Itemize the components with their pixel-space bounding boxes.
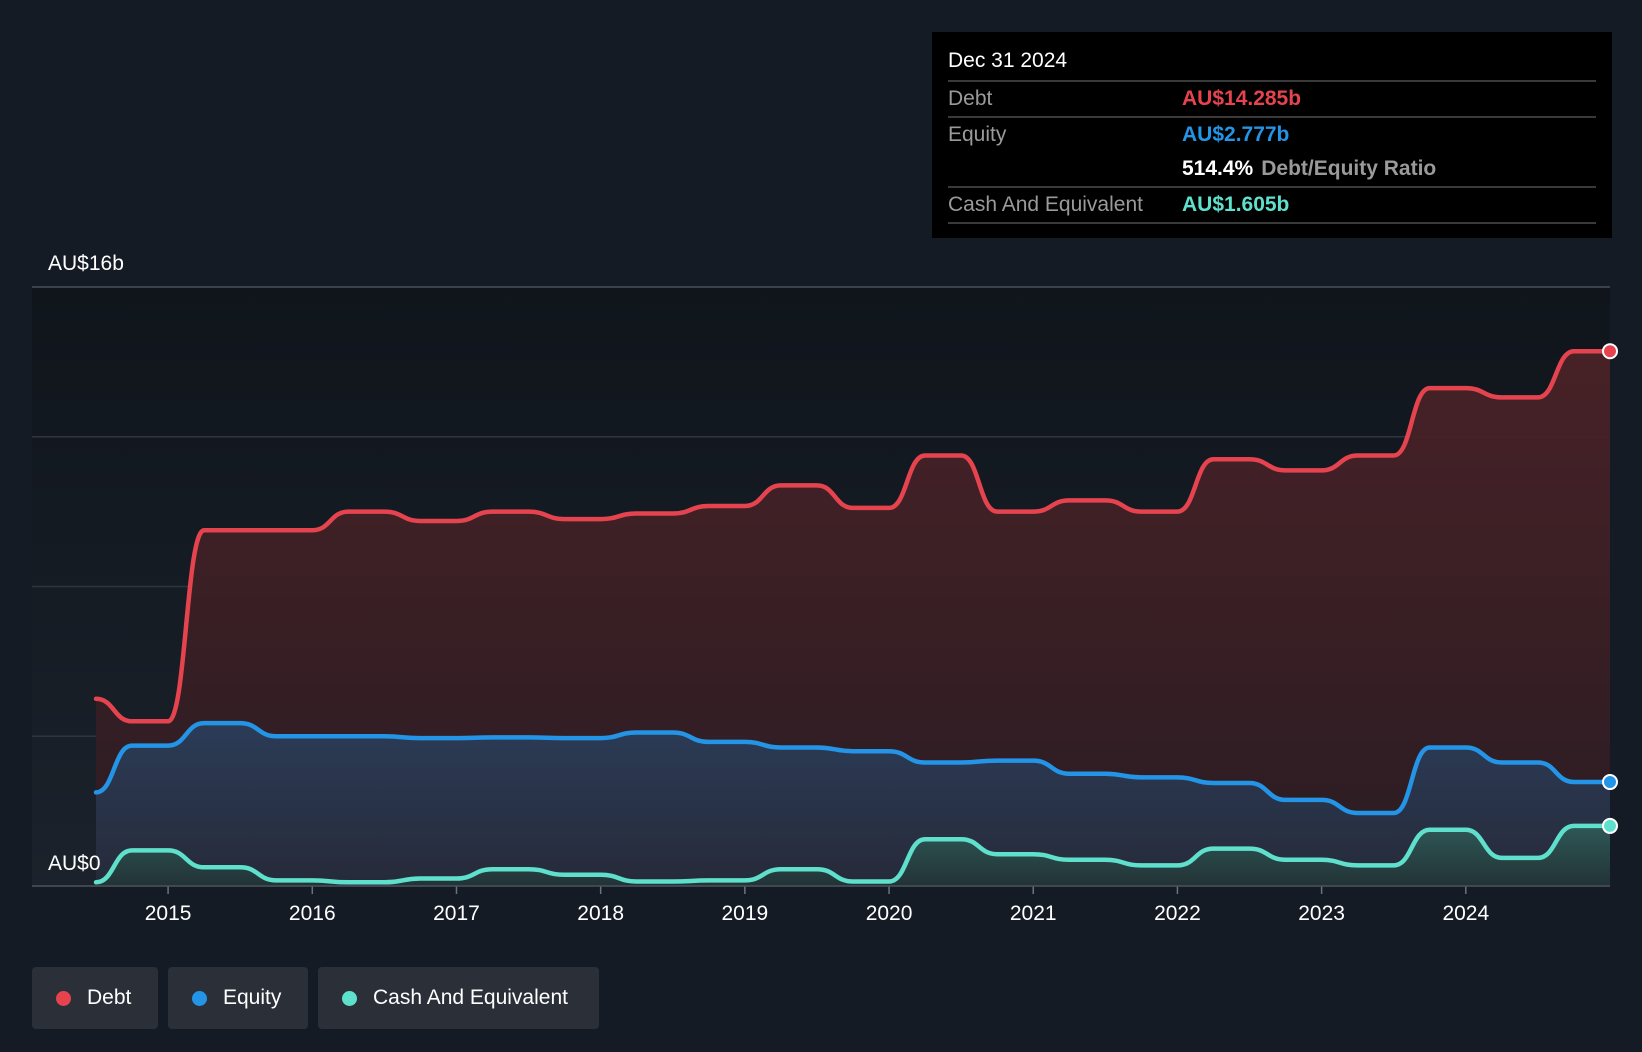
x-tick-label: 2023 <box>1298 902 1345 925</box>
x-tick-label: 2017 <box>433 902 480 925</box>
x-tick-label: 2016 <box>289 902 336 925</box>
tooltip-date: Dec 31 2024 <box>948 49 1068 72</box>
tooltip-cash-label: Cash And Equivalent <box>948 193 1143 216</box>
equity-area <box>96 723 1610 886</box>
x-axis-ticks: 2015 2016 2017 2018 2019 2020 2021 2022 2023 2024 <box>32 885 1610 925</box>
cash-area <box>96 825 1610 886</box>
legend-debt-label: Debt <box>87 986 132 1009</box>
x-tick-label: 2020 <box>866 902 913 925</box>
legend-cash-dot-icon <box>342 990 357 1006</box>
series-lines <box>93 348 1613 885</box>
series-end-markers <box>1602 343 1618 834</box>
debt-line <box>93 348 1613 724</box>
x-tick-label: 2019 <box>721 902 768 925</box>
tooltip-row-debt: Debt AU$14.285b <box>948 80 1596 116</box>
y-axis-top-label: AU$16b <box>48 252 124 275</box>
debt-end-marker <box>1602 343 1618 360</box>
tooltip-debt-value: AU$14.285b <box>1182 87 1302 110</box>
x-tick-label: 2015 <box>145 902 192 925</box>
tooltip-debt-label: Debt <box>948 87 993 110</box>
tooltip-cash-value: AU$1.605b <box>1182 193 1290 216</box>
legend-item-equity[interactable]: Equity <box>168 967 308 1029</box>
tooltip-equity-label: Equity <box>948 123 1007 146</box>
legend-cash-label: Cash And Equivalent <box>373 986 568 1009</box>
chart-legend: Debt Equity Cash And Equivalent <box>32 967 599 1029</box>
legend-item-cash[interactable]: Cash And Equivalent <box>318 967 599 1029</box>
tooltip-equity-value: AU$2.777b <box>1182 123 1290 146</box>
x-tick-label: 2018 <box>577 902 624 925</box>
tooltip-panel: Dec 31 2024 Debt AU$14.285b Equity AU$2.… <box>932 32 1612 238</box>
tooltip-row-ratio: 514.4% Debt/Equity Ratio <box>948 152 1596 186</box>
x-tick-label: 2022 <box>1154 902 1201 925</box>
legend-equity-label: Equity <box>223 986 282 1009</box>
x-tick-label: 2021 <box>1010 902 1057 925</box>
y-axis-bottom-label: AU$0 <box>48 852 101 875</box>
tooltip-row-equity: Equity AU$2.777b <box>948 116 1596 152</box>
equity-end-marker <box>1602 774 1618 791</box>
series-areas <box>96 351 1610 886</box>
legend-debt-dot-icon <box>56 990 71 1006</box>
cash-end-marker <box>1602 817 1618 834</box>
equity-line <box>93 720 1613 816</box>
tooltip-ratio-label: Debt/Equity Ratio <box>1261 157 1437 180</box>
x-tick-label: 2024 <box>1442 902 1489 925</box>
legend-item-debt[interactable]: Debt <box>32 967 158 1029</box>
cash-line <box>93 823 1613 885</box>
tooltip-ratio-value: 514.4% <box>1182 157 1254 180</box>
legend-equity-dot-icon <box>192 990 207 1006</box>
tooltip-row-cash: Cash And Equivalent AU$1.605b <box>948 186 1596 224</box>
